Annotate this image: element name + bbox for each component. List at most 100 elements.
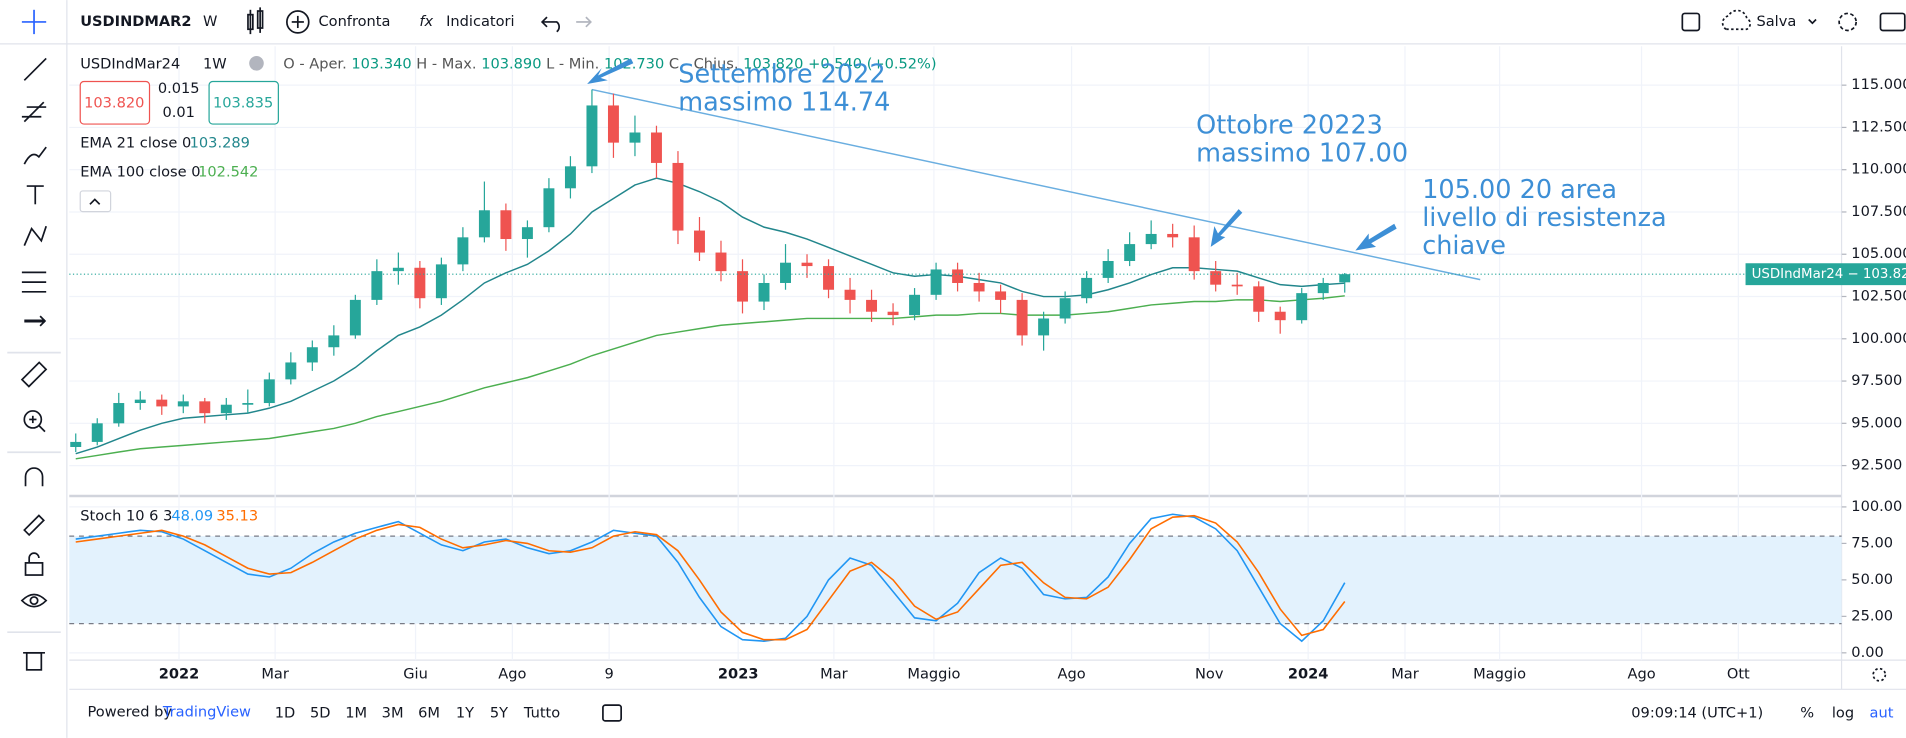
auto-toggle[interactable]: aut <box>1870 705 1894 722</box>
range-button[interactable]: Tutto <box>523 705 560 722</box>
trend-line-tool[interactable] <box>23 57 47 81</box>
x-tick-label: Ago <box>1627 666 1655 683</box>
buy-button[interactable] <box>208 80 279 125</box>
candle-body <box>435 264 447 299</box>
step: 0.01 <box>162 104 194 121</box>
y-tick-label: 107.500 <box>1851 203 1906 220</box>
ruler-tool[interactable] <box>20 361 48 388</box>
candle-body <box>973 282 985 292</box>
visibility-tool[interactable] <box>20 593 48 608</box>
brand-link[interactable]: TradingView <box>162 703 251 720</box>
candle-body <box>392 267 404 272</box>
x-tick-label: Maggio <box>907 666 960 683</box>
magnet-tool[interactable] <box>24 467 44 487</box>
range-buttons: 1D 5D 1M 3M 6M 1Y 5Y Tutto <box>275 705 561 722</box>
lock-tool[interactable] <box>24 552 44 576</box>
symbol-button[interactable]: USDINDMAR2 <box>80 13 191 30</box>
candle-body <box>758 282 770 302</box>
x-tick-label: 2024 <box>1288 666 1329 683</box>
candle-body <box>199 401 211 414</box>
percent-toggle[interactable]: % <box>1800 705 1814 722</box>
layout-button[interactable] <box>1681 12 1701 32</box>
arrow <box>1355 223 1397 251</box>
draw-mode-tool[interactable] <box>23 514 45 537</box>
measure-tool[interactable] <box>21 271 47 293</box>
stoch-line <box>75 514 1346 641</box>
range-button[interactable]: 1M <box>345 705 367 722</box>
candle-body <box>801 262 813 267</box>
candle-body <box>650 132 662 163</box>
candle-body <box>1124 244 1136 262</box>
candle-body <box>1210 271 1222 285</box>
candle-body <box>1253 286 1265 312</box>
range-button[interactable]: 5Y <box>490 705 508 722</box>
buy-price: 103.835 <box>213 94 273 111</box>
y-tick-label: 0.00 <box>1851 644 1883 661</box>
legend: USDIndMar24 1W O - Aper. 103.340 H - Max… <box>79 56 937 525</box>
axis-settings[interactable] <box>1872 667 1887 682</box>
zoom-tool[interactable] <box>23 410 46 433</box>
stoch-legend-value: 48.09 <box>171 508 213 525</box>
text-tool[interactable] <box>26 185 44 205</box>
annotation-text: massimo 114.74 <box>678 87 890 117</box>
candle-body <box>543 188 555 228</box>
collapse-button[interactable] <box>79 190 112 213</box>
candle-body <box>995 291 1007 300</box>
chart-type-button[interactable] <box>247 7 264 35</box>
candle-body <box>887 311 899 316</box>
x-tick-label: 2023 <box>718 666 759 683</box>
candle-body <box>1188 237 1200 272</box>
range-button[interactable]: 5D <box>310 705 331 722</box>
interval-button[interactable]: W <box>203 13 217 30</box>
candle-body <box>328 335 340 348</box>
log-toggle[interactable]: log <box>1832 705 1854 722</box>
redo-button[interactable] <box>576 16 592 28</box>
collapse-icon <box>89 198 101 205</box>
pattern-tool[interactable] <box>23 225 47 246</box>
candle-body <box>457 237 469 265</box>
x-tick-label: Mar <box>261 666 289 683</box>
save-menu[interactable] <box>1808 18 1817 25</box>
ema-line <box>75 295 1345 460</box>
candle-body <box>1296 293 1308 321</box>
settings-button[interactable] <box>1838 12 1858 32</box>
fib-tool[interactable] <box>21 101 47 123</box>
brush-tool[interactable] <box>23 146 47 165</box>
y-tick-label: 100.000 <box>1851 330 1906 347</box>
trend-line <box>591 88 1481 281</box>
legend-symbol: USDIndMar24 <box>80 56 180 73</box>
undo-button[interactable] <box>540 16 560 33</box>
legend-interval: 1W <box>203 56 227 73</box>
save-button[interactable]: Salva <box>1756 13 1796 30</box>
candle-body <box>70 441 82 447</box>
arrow-tool[interactable] <box>24 315 47 327</box>
x-tick-label: Ago <box>1057 666 1085 683</box>
range-button[interactable]: 1D <box>275 705 296 722</box>
candle-body <box>306 347 318 363</box>
compare-button[interactable]: Confronta <box>318 13 390 30</box>
goto-date-button[interactable] <box>602 704 623 722</box>
range-button[interactable]: 3M <box>382 705 404 722</box>
candle-body <box>349 299 361 336</box>
snapshot-button[interactable] <box>1879 12 1906 32</box>
indicators-icon[interactable]: fx <box>419 13 433 30</box>
crosshair-tool[interactable] <box>21 9 47 35</box>
stoch-legend-value: 35.13 <box>216 508 258 525</box>
candle-body <box>1231 284 1243 287</box>
y-tick-label: 105.000 <box>1851 245 1906 262</box>
open-label: O - Aper. <box>283 56 347 73</box>
candle-body <box>242 403 254 405</box>
close-value: 103.820 <box>743 56 803 73</box>
compare-icon[interactable] <box>286 10 310 34</box>
candle-body <box>91 423 103 442</box>
range-button[interactable]: 1Y <box>456 705 474 722</box>
y-tick-label: 102.500 <box>1851 288 1906 305</box>
indicators-button[interactable]: Indicatori <box>446 13 514 30</box>
y-tick-label: 95.000 <box>1851 414 1902 431</box>
candle-body <box>478 210 490 238</box>
price-tag <box>1745 263 1906 286</box>
candle-body <box>177 401 189 407</box>
range-button[interactable]: 6M <box>418 705 440 722</box>
remove-tool[interactable] <box>23 651 45 671</box>
sell-button[interactable] <box>79 80 151 125</box>
